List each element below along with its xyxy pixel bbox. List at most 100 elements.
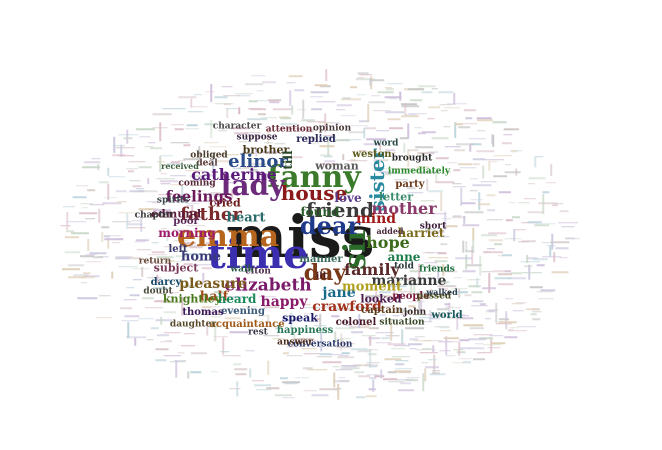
noise-mark	[443, 294, 450, 296]
word: walked	[426, 287, 458, 297]
noise-mark	[473, 358, 486, 361]
noise-mark	[458, 288, 460, 298]
word: catherine	[191, 165, 277, 184]
noise-mark	[335, 108, 346, 111]
noise-mark	[410, 99, 422, 101]
noise-mark	[495, 303, 497, 324]
noise-mark	[336, 384, 339, 400]
word: elizabeth	[224, 275, 312, 296]
noise-mark	[128, 180, 141, 182]
noise-mark	[316, 355, 332, 358]
noise-mark	[394, 178, 408, 181]
noise-mark	[64, 236, 80, 238]
noise-mark	[170, 184, 185, 186]
noise-mark	[458, 358, 472, 360]
word: told	[394, 261, 414, 272]
noise-mark	[532, 310, 542, 313]
noise-mark	[418, 212, 429, 215]
noise-mark	[364, 127, 376, 129]
noise-mark	[311, 394, 329, 397]
noise-mark	[469, 178, 478, 180]
noise-mark	[170, 174, 186, 177]
word: word	[373, 138, 399, 149]
word: marianne	[371, 273, 447, 289]
noise-mark	[470, 199, 483, 201]
noise-mark	[446, 318, 467, 320]
noise-mark	[418, 317, 434, 319]
noise-mark	[335, 327, 355, 329]
noise-mark	[379, 171, 399, 173]
noise-mark	[281, 396, 296, 399]
noise-mark	[357, 72, 369, 75]
noise-mark	[286, 354, 303, 357]
noise-mark	[336, 356, 355, 359]
word: walk	[230, 264, 254, 275]
noise-mark	[184, 245, 204, 247]
noise-mark	[404, 327, 425, 329]
noise-mark	[517, 326, 537, 328]
noise-mark	[472, 300, 484, 303]
noise-mark	[422, 372, 424, 392]
noise-mark	[428, 106, 441, 109]
noise-mark	[205, 311, 220, 314]
noise-mark	[499, 191, 512, 193]
noise-mark	[526, 257, 538, 259]
word: poor	[173, 216, 199, 227]
noise-mark	[302, 303, 312, 306]
noise-mark	[256, 89, 264, 92]
noise-mark	[438, 282, 448, 284]
noise-mark	[434, 260, 448, 263]
noise-mark	[408, 343, 423, 346]
noise-mark	[536, 290, 554, 293]
word: mother	[371, 199, 437, 218]
noise-mark	[110, 271, 113, 279]
noise-mark	[361, 335, 376, 337]
noise-mark	[61, 268, 80, 270]
noise-mark	[462, 270, 476, 272]
noise-mark	[384, 96, 402, 98]
noise-mark	[425, 228, 435, 231]
noise-mark	[345, 324, 353, 327]
noise-mark	[293, 376, 310, 379]
noise-mark	[132, 185, 142, 188]
noise-mark	[525, 308, 541, 310]
noise-mark	[468, 137, 486, 140]
noise-mark	[306, 140, 323, 143]
noise-mark	[183, 332, 196, 335]
noise-mark	[219, 153, 240, 156]
noise-mark	[216, 160, 230, 163]
noise-mark	[164, 339, 173, 342]
noise-mark	[89, 203, 105, 206]
noise-mark	[395, 363, 405, 366]
word: suppose	[236, 132, 278, 143]
word: daughter	[169, 319, 217, 330]
noise-mark	[442, 270, 458, 273]
word: spirits	[156, 195, 190, 206]
noise-mark	[225, 107, 238, 110]
word: house	[280, 181, 348, 205]
word: passed	[416, 291, 452, 302]
noise-mark	[351, 331, 363, 333]
noise-mark	[336, 104, 352, 107]
noise-mark	[382, 378, 397, 380]
noise-mark	[377, 319, 394, 322]
noise-mark	[375, 341, 392, 344]
noise-mark	[96, 317, 112, 319]
noise-mark	[355, 396, 366, 399]
word: half	[199, 289, 229, 305]
noise-mark	[385, 149, 395, 152]
noise-mark	[351, 348, 368, 350]
noise-mark	[247, 118, 268, 120]
noise-mark	[166, 163, 184, 165]
noise-mark	[393, 370, 412, 372]
noise-mark	[518, 241, 530, 243]
noise-mark	[388, 285, 406, 288]
noise-mark	[96, 164, 99, 171]
noise-mark	[481, 270, 495, 273]
noise-mark	[375, 331, 395, 334]
noise-mark	[332, 308, 353, 311]
noise-mark	[358, 120, 369, 122]
noise-mark	[357, 77, 365, 79]
noise-mark	[351, 159, 367, 162]
noise-mark	[477, 119, 494, 121]
